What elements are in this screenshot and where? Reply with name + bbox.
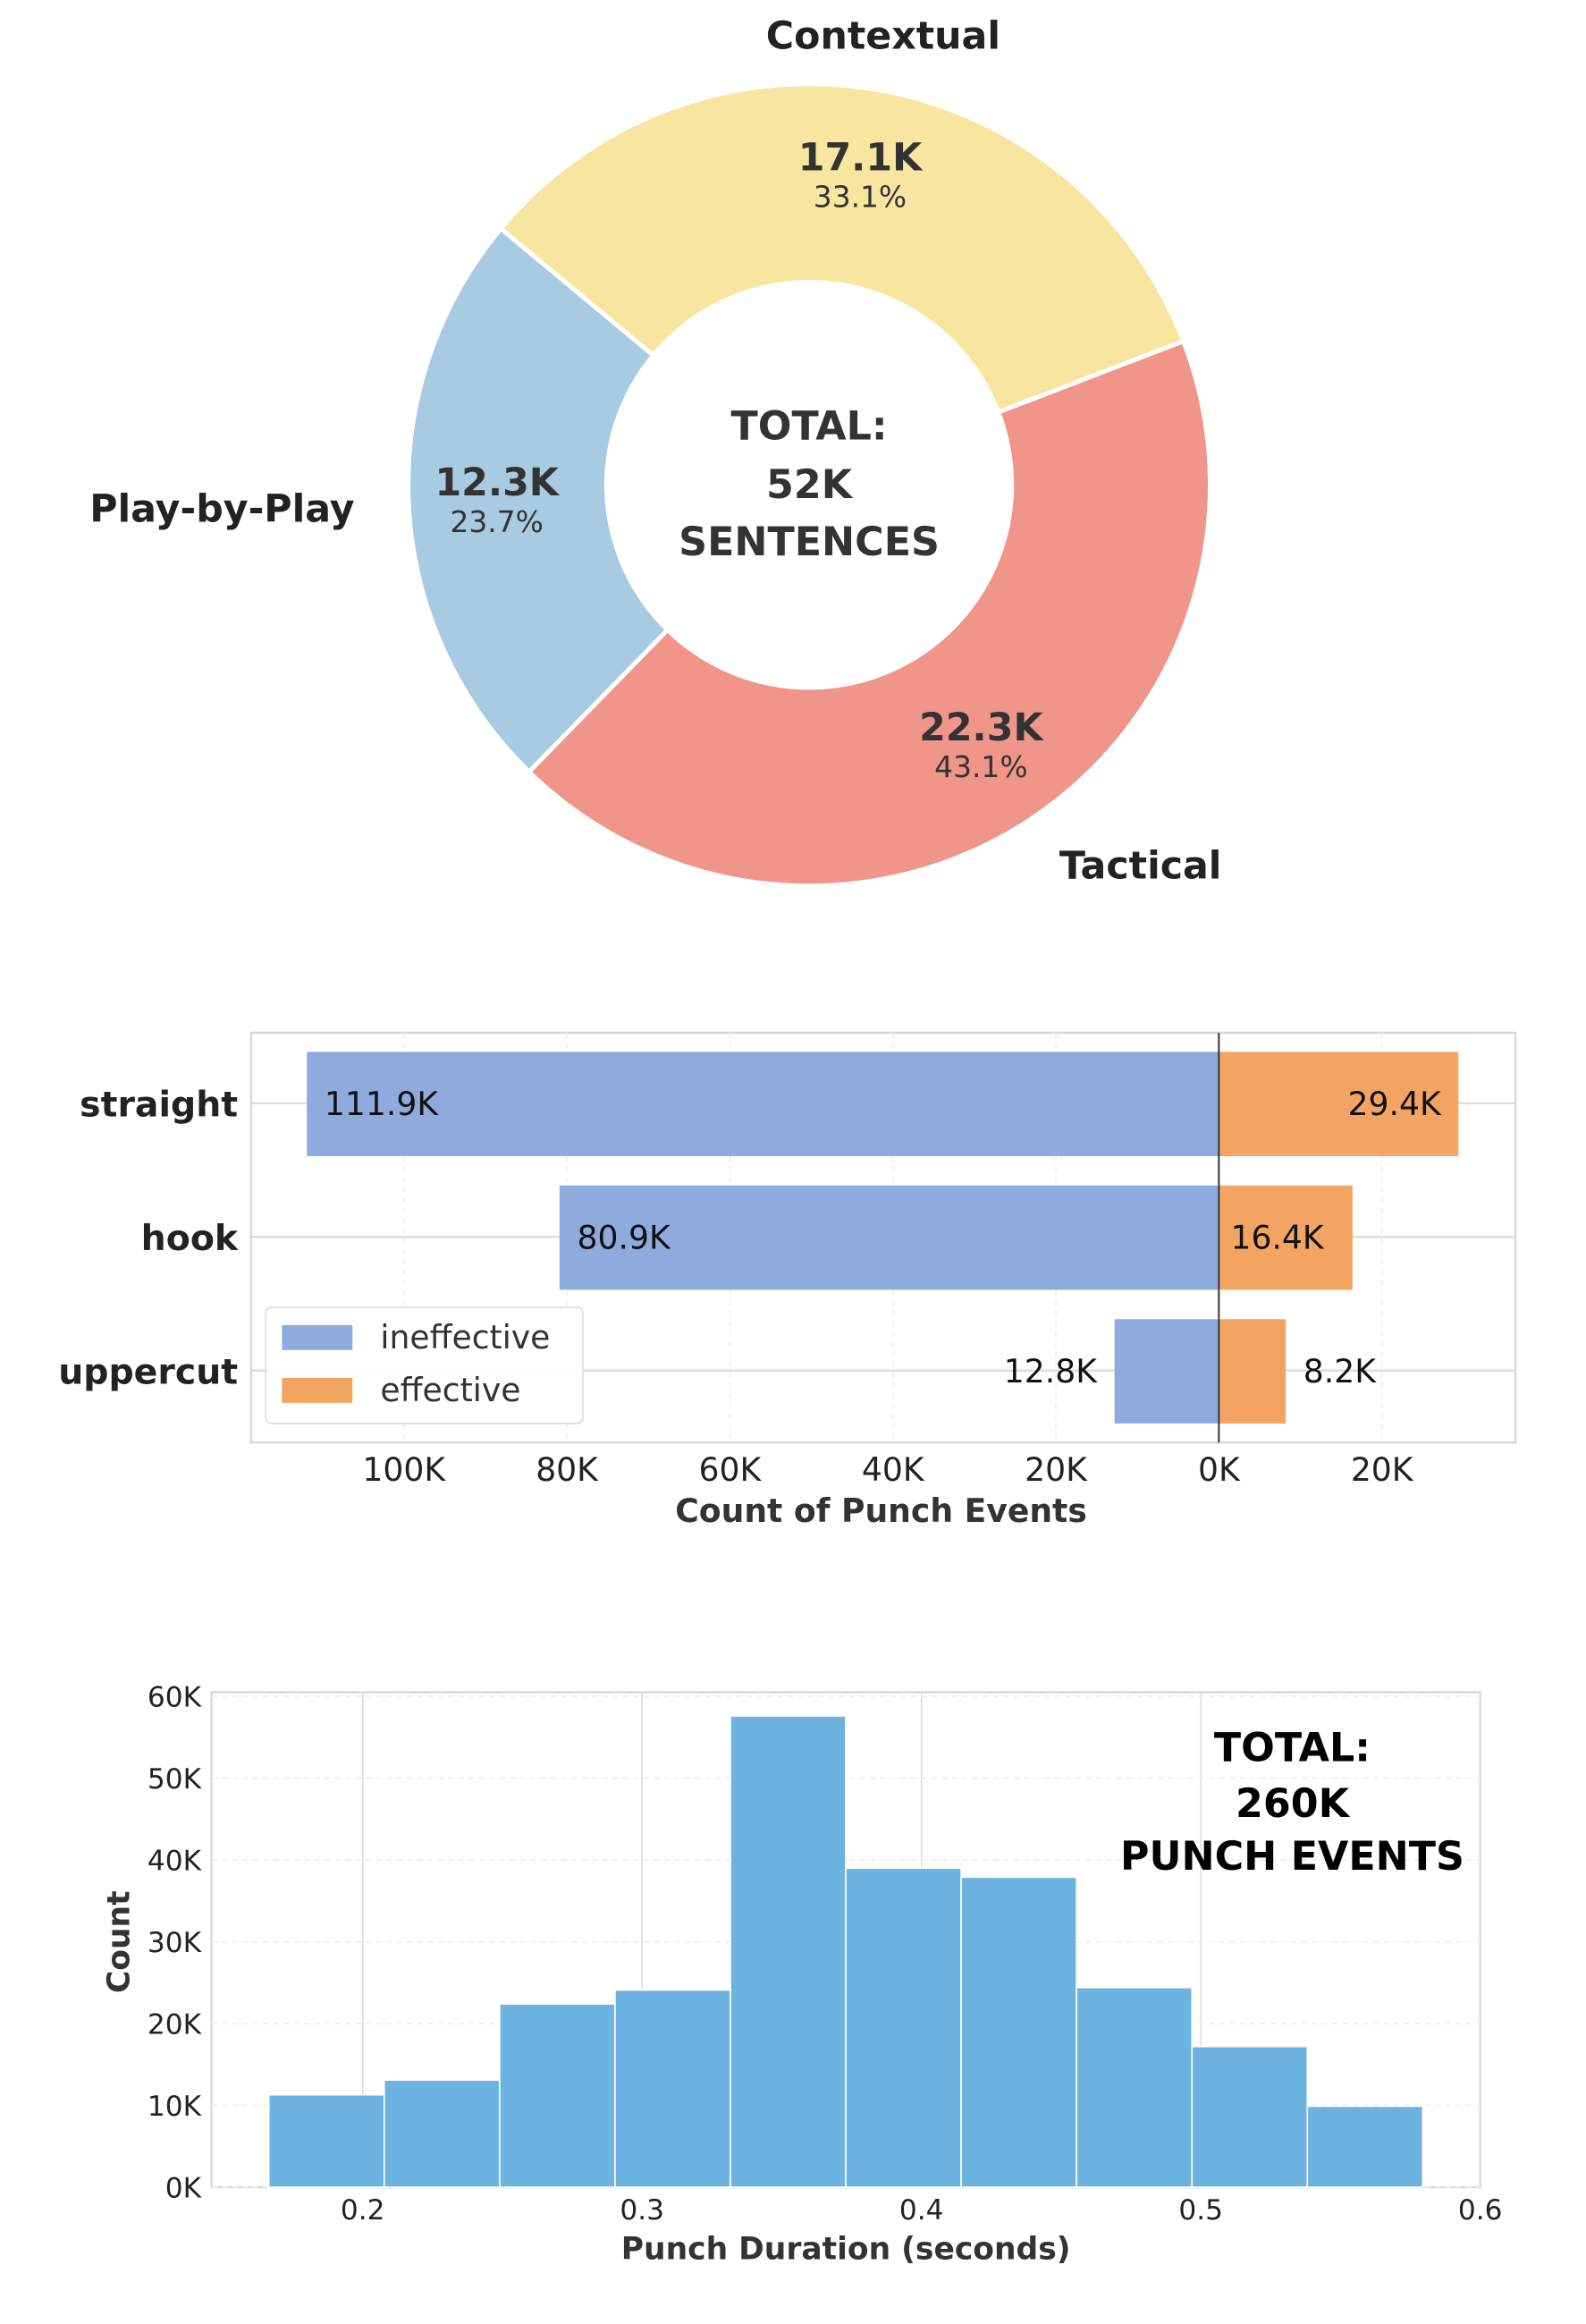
bar-effective-straight xyxy=(1219,1052,1459,1156)
hist-bar xyxy=(845,1867,962,2188)
donut-slice-play-by-play xyxy=(406,225,671,775)
bar-value-label-effective: 8.2K xyxy=(1303,1352,1377,1390)
slice-value-label: 17.1K xyxy=(798,135,924,180)
bar-effective-uppercut xyxy=(1219,1319,1287,1424)
hist-x-tick-label: 0.2 xyxy=(341,2194,385,2227)
bar-category-label: straight xyxy=(80,1085,238,1126)
bar-value-label-ineffective: 80.9K xyxy=(578,1218,671,1256)
legend-swatch-ineffective xyxy=(282,1324,353,1350)
hist-annotation-line-1: TOTAL: xyxy=(1214,1726,1371,1771)
hist-bar xyxy=(960,1876,1077,2188)
donut-slice-contextual xyxy=(497,81,1186,416)
slice-percent-label: 43.1% xyxy=(934,750,1027,784)
bar-category-label: uppercut xyxy=(58,1352,238,1393)
hist-annotation-line-2: 260K xyxy=(1236,1781,1351,1827)
bar-x-tick-label: 20K xyxy=(1351,1450,1414,1489)
bar-effective-hook xyxy=(1219,1185,1353,1290)
bar-x-tick-label: 40K xyxy=(862,1450,925,1489)
hist-bar xyxy=(383,2079,501,2188)
hist-y-tick-label: 30K xyxy=(148,1927,203,1959)
bar-value-label-ineffective: 111.9K xyxy=(325,1085,439,1123)
bar-x-tick-label: 60K xyxy=(699,1450,763,1489)
slice-percent-label: 33.1% xyxy=(814,181,907,215)
bar-ineffective-uppercut xyxy=(1114,1319,1219,1424)
legend-label-ineffective: ineffective xyxy=(380,1318,550,1356)
hist-bar xyxy=(730,1715,847,2188)
hist-x-tick-label: 0.3 xyxy=(620,2194,664,2227)
hist-bar xyxy=(499,2003,616,2188)
center-text-line-3: SENTENCES xyxy=(679,520,940,565)
hist-y-tick-label: 20K xyxy=(148,2009,203,2041)
hist-x-tick-label: 0.6 xyxy=(1458,2194,1503,2227)
bar-category-label: hook xyxy=(141,1218,239,1259)
bar-x-tick-label: 0K xyxy=(1198,1450,1241,1489)
bar-x-tick-label: 100K xyxy=(362,1450,446,1489)
hist-y-tick-label: 0K xyxy=(165,2173,203,2205)
hist-x-axis-label: Punch Duration (seconds) xyxy=(621,2232,1071,2268)
legend-label-effective: effective xyxy=(380,1371,520,1409)
bar-legend: ineffective effective xyxy=(265,1306,584,1424)
donut-slice-tactical xyxy=(526,338,1212,889)
hist-bar xyxy=(1191,2045,1309,2188)
legend-swatch-effective xyxy=(282,1377,353,1403)
hist-y-tick-label: 10K xyxy=(148,2091,203,2123)
hist-y-tick-label: 60K xyxy=(148,1682,203,1714)
hist-bar xyxy=(267,2093,385,2188)
bar-x-tick-label: 80K xyxy=(536,1450,599,1489)
hist-annotation-line-3: PUNCH EVENTS xyxy=(1120,1834,1464,1880)
slice-category-label: Play-by-Play xyxy=(89,487,354,532)
hist-x-tick-label: 0.4 xyxy=(899,2194,944,2227)
slice-category-label: Tactical xyxy=(1059,843,1222,888)
hist-x-tick-label: 0.5 xyxy=(1178,2194,1223,2227)
slice-percent-label: 23.7% xyxy=(450,505,543,539)
slice-value-label: 12.3K xyxy=(434,461,560,505)
bar-ineffective-hook xyxy=(559,1185,1219,1290)
hist-y-tick-label: 40K xyxy=(148,1846,203,1878)
bar-value-label-effective: 16.4K xyxy=(1230,1218,1324,1256)
hist-bar xyxy=(1076,1986,1194,2188)
duration-histogram: 0.2 0.3 0.4 0.5 0.6 0K 10K 20K 30K 40K 50K 60K Punc… xyxy=(102,1682,1503,2268)
bar-value-label-effective: 29.4K xyxy=(1348,1085,1442,1123)
punch-bar-chart: 111.9K 29.4K 80.9K 16.4K 12.8K 8.2K 100K 80K 60… xyxy=(58,1031,1517,1530)
bar-x-axis-label: Count of Punch Events xyxy=(675,1492,1087,1530)
hist-y-tick-label: 50K xyxy=(148,1763,203,1796)
hist-bar xyxy=(1306,2105,1424,2188)
slice-category-label: Contextual xyxy=(766,14,1000,59)
bar-ineffective-straight xyxy=(307,1052,1219,1156)
bar-x-tick-label: 20K xyxy=(1025,1450,1088,1489)
center-text-line-2: 52K xyxy=(766,462,854,508)
hist-bar xyxy=(614,1989,731,2188)
bar-value-label-ineffective: 12.8K xyxy=(1004,1352,1098,1390)
slice-value-label: 22.3K xyxy=(919,706,1044,750)
center-text-line-1: TOTAL: xyxy=(731,403,888,449)
hist-y-axis-label: Count xyxy=(102,1890,138,1993)
